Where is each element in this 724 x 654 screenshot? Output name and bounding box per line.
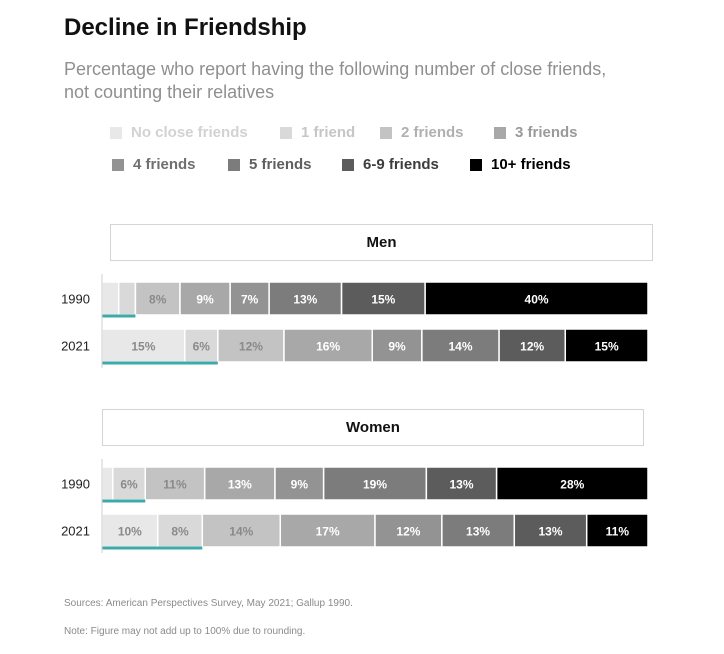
data-label: 10% [118,525,142,539]
data-label: 12% [239,340,263,354]
bar-segment [101,281,120,316]
legend-label: 6-9 friends [363,156,439,173]
data-label: 15% [131,340,155,354]
legend-label: No close friends [131,124,248,141]
legend-item-1-friend: 1 friend [280,124,355,141]
data-label: 12% [520,340,544,354]
legend-label: 1 friend [301,124,356,141]
legend-label: 2 friends [401,124,464,141]
year-label: 2021 [61,339,90,354]
data-label: 13% [466,525,490,539]
data-label: 14% [229,525,253,539]
year-label: 1990 [61,477,90,492]
data-label: 16% [316,340,340,354]
data-label: 12% [396,525,420,539]
legend-swatch [470,158,482,171]
chart-title: Decline in Friendship [64,14,307,41]
legend-swatch [342,158,354,171]
bar-segment [134,281,181,316]
legend-label: 3 friends [515,124,578,141]
data-label: 8% [171,525,189,539]
bar-segment [421,328,500,363]
bar-segment [424,281,649,316]
bar-segment [101,466,114,501]
bar-segment [229,281,270,316]
legend-label: 4 friends [133,156,196,173]
data-label: 6% [120,478,138,492]
data-label: 6% [193,340,211,354]
data-label: 17% [316,525,340,539]
bar-segment [564,328,649,363]
bar-segment [340,281,426,316]
data-label: 40% [525,293,549,307]
data-label: 13% [449,478,473,492]
legend-swatch [280,126,292,139]
legend-swatch [228,158,240,171]
bar-segment [183,328,219,363]
data-label: 28% [560,478,584,492]
data-label: 11% [606,525,630,539]
legend-swatch [494,126,506,139]
bar-segment [371,328,423,363]
legend-item-6-9-friends: 6-9 friends [342,156,439,173]
bar-segment [101,328,186,363]
legend-swatch [112,158,124,171]
data-label: 9% [196,293,214,307]
legend-swatch [380,126,392,139]
year-label: 2021 [61,524,90,539]
bar-segment [144,466,206,501]
legend-label: 5 friends [249,156,312,173]
data-label: 13% [228,478,252,492]
legend-item-5-friends: 5 friends [228,156,312,173]
rounding-note: Note: Figure may not add up to 100% due … [64,626,306,637]
panel-title-women: Women [102,409,644,446]
data-label: 15% [595,340,619,354]
legend-item-no-close-friends: No close friends [110,124,248,141]
bar-segment [513,513,588,548]
bar-segment [179,281,231,316]
data-label: 13% [538,525,562,539]
data-label: 14% [448,340,472,354]
bar-segment [495,466,649,501]
bar-segment [585,513,649,548]
bar-segment [203,466,276,501]
legend-swatch [110,126,122,139]
panel-title-men: Men [110,224,653,261]
chart-subtitle: Percentage who report having the followi… [64,59,607,102]
year-label: 1990 [61,292,90,307]
data-label: 19% [363,478,387,492]
legend-item-2-friends: 2 friends [380,124,464,141]
bar-segment [117,281,137,316]
data-label: 13% [293,293,317,307]
data-label: 7% [241,293,259,307]
legend-item-10-plus-friends: 10+ friends [470,156,571,173]
bar-segment [498,328,567,363]
bar-segment [283,328,373,363]
legend-item-3-friends: 3 friends [494,124,578,141]
data-label: 11% [163,478,187,492]
data-label: 9% [388,340,406,354]
legend-item-4-friends: 4 friends [112,156,196,173]
bar-segment [201,513,282,548]
data-label: 15% [371,293,395,307]
bar-segment [268,281,343,316]
sources-note: Sources: American Perspectives Survey, M… [64,598,353,609]
bar-segment [274,466,325,501]
data-label: 8% [149,293,167,307]
legend-label: 10+ friends [491,156,571,173]
data-label: 9% [291,478,309,492]
